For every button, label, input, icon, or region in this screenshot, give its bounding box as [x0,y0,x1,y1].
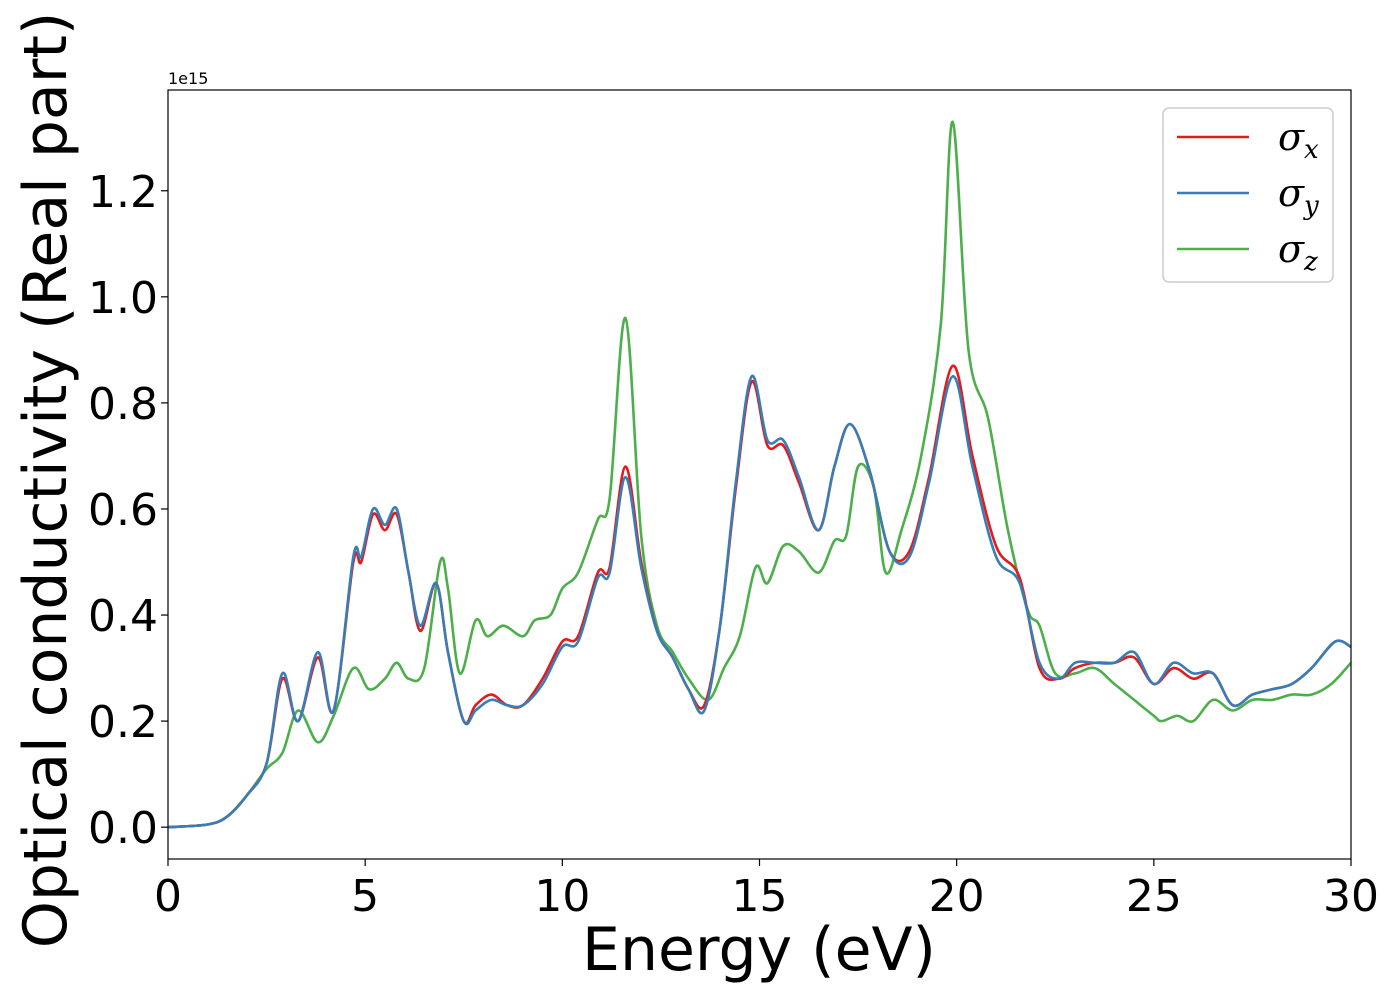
x-axis-ticks: 0 5 10 15 20 25 30 [154,859,1379,922]
y-axis-ticks: 0.0 0.2 0.4 0.6 0.8 1.0 1.2 [88,167,168,854]
x-tick-label: 10 [534,871,590,922]
y-tick-label: 1.2 [88,167,158,218]
series-line-x [168,364,1351,829]
series-layer [168,120,1351,829]
y-tick-label: 0.2 [88,697,158,748]
y-tick-label: 0.6 [88,485,158,536]
x-tick-label: 30 [1323,871,1379,922]
series-line-y [168,374,1351,829]
y-tick-label: 0.8 [88,379,158,430]
x-tick-label: 20 [929,871,985,922]
x-axis-label: Energy (eV) [582,915,936,985]
x-tick-label: 25 [1126,871,1182,922]
series-line-z [168,120,1351,829]
y-tick-label: 1.0 [88,273,158,324]
y-tick-label: 0.0 [88,803,158,854]
x-tick-label: 15 [732,871,788,922]
y-offset-label: 1e15 [168,69,208,88]
y-tick-label: 0.4 [88,591,158,642]
x-tick-label: 5 [351,871,379,922]
x-tick-label: 0 [154,871,182,922]
legend-box [1162,107,1334,283]
y-axis-label: Optical conductivity (Real part) [11,12,81,949]
